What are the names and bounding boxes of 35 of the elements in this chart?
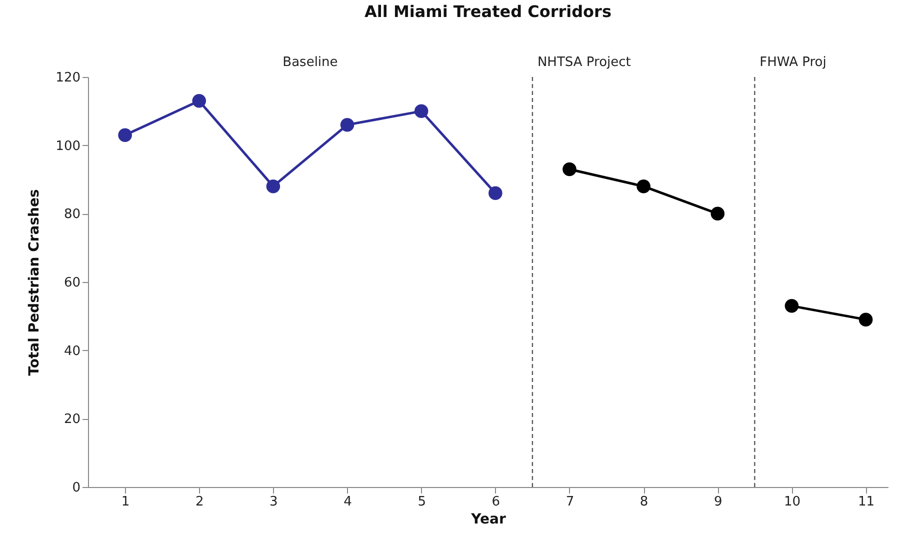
point (562, 162, 576, 176)
x-tick-label: 1 (121, 494, 130, 510)
y-tick-label: 80 (64, 207, 80, 222)
text: Baseline (282, 55, 338, 70)
x-tick-label: 4 (344, 494, 352, 510)
x-tick-label: 10 (784, 494, 800, 510)
y-tick-label: 60 (64, 276, 80, 290)
x-tick-label: 9 (714, 494, 722, 510)
point (710, 206, 725, 221)
y-tick-label: 0 (72, 480, 80, 496)
point (636, 179, 650, 194)
x-tick-label: 2 (195, 494, 204, 510)
x-tick-label: 11 (858, 494, 875, 510)
point (192, 94, 206, 108)
x-tick-label: 8 (640, 494, 648, 510)
point (784, 299, 799, 313)
point (488, 186, 502, 200)
chart-title: All Miami Treated Corridors (364, 2, 612, 21)
x-tick-label: 7 (566, 494, 574, 510)
y-axis-title: Total Pedstrian Crashes (26, 189, 43, 376)
point (858, 312, 873, 326)
text: NHTSA Project (537, 55, 631, 70)
x-tick-label: 5 (418, 494, 426, 510)
point (340, 118, 354, 132)
point (266, 179, 280, 194)
y-tick-label: 40 (64, 344, 80, 359)
text: FHWA Proj (760, 55, 826, 70)
y-tick-label: 120 (56, 70, 80, 86)
x-tick-label: 3 (270, 494, 278, 510)
y-tick-label: 20 (64, 412, 80, 428)
point (118, 128, 132, 142)
y-tick-label: 100 (56, 138, 80, 154)
point (414, 104, 428, 118)
x-axis-title: Year (470, 512, 506, 528)
x-tick-label: 6 (492, 494, 500, 510)
